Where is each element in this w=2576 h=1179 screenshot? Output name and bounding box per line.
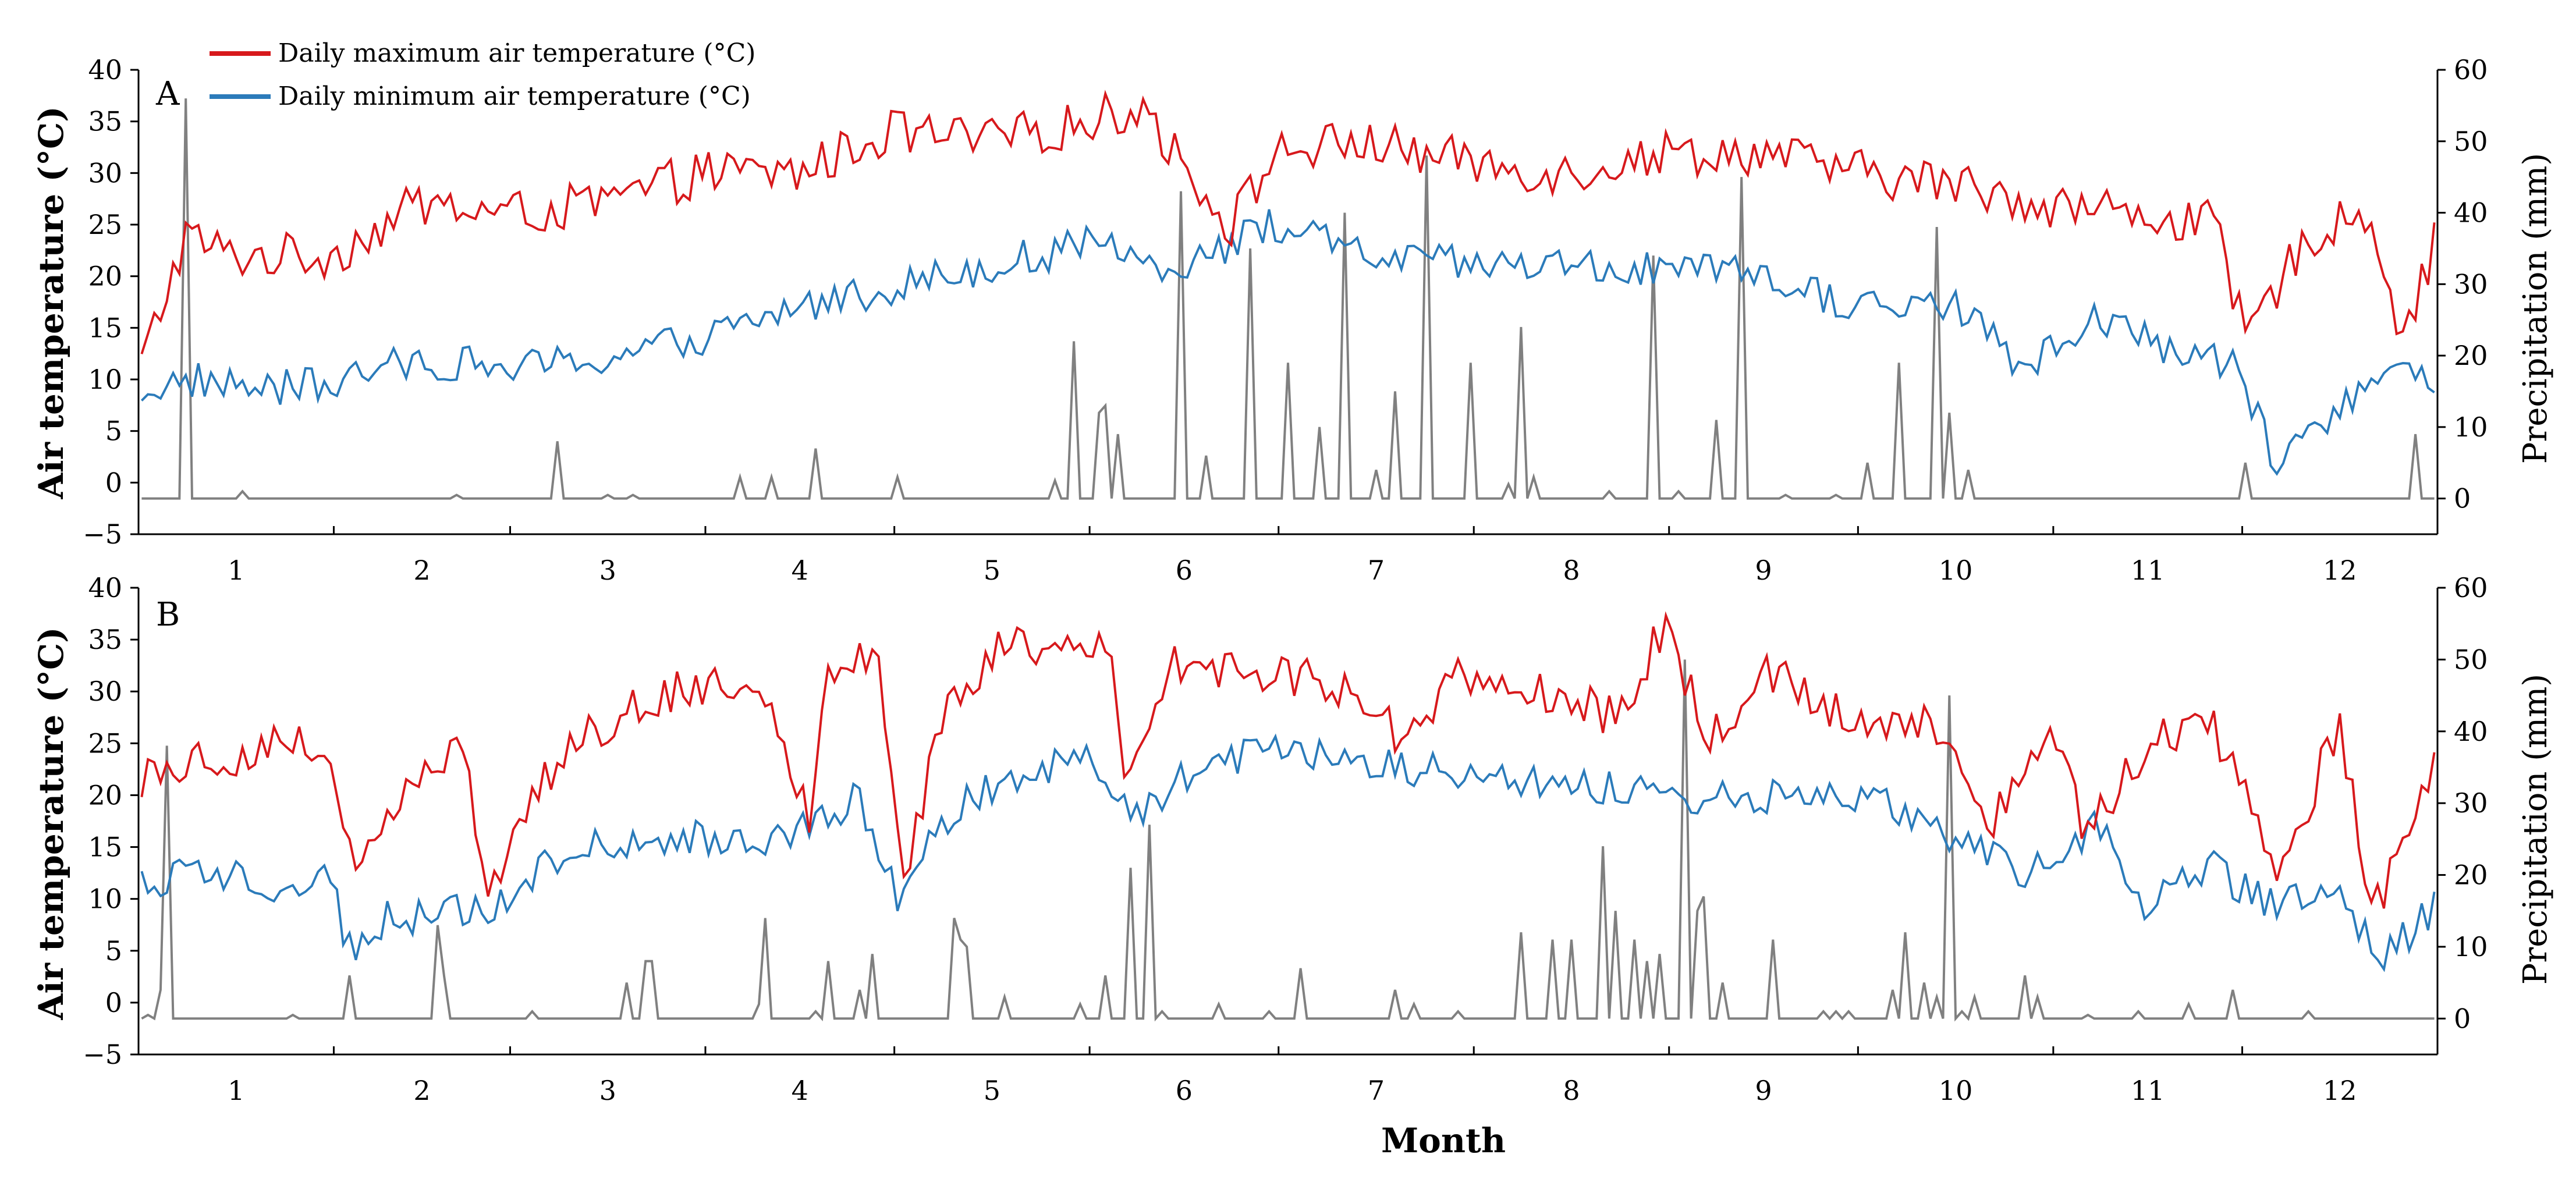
panel-b-month-label: 7 [1368,1075,1385,1106]
panel-b-month-label: 12 [2323,1075,2357,1106]
panel-b-month-label: 4 [792,1075,808,1106]
panel-a-ytick-label: −5 [83,519,122,550]
panel-b-month-label: 10 [1939,1075,1973,1106]
panel-a-ytick-label: 40 [88,54,122,86]
panel-a-y2tick-label: 20 [2454,340,2488,371]
panel-a-month-label: 7 [1368,555,1385,586]
panel-a-y2tick-label: 50 [2454,126,2488,157]
panel-a-month-label: 2 [413,555,430,586]
panel-b-ytick-label: −5 [83,1039,122,1070]
panel-b-ytick-label: 15 [88,832,122,863]
legend-max-label: Daily maximum air temperature (°C) [278,38,755,68]
panel-a: A Air temperature (°C) Precipitation (mm… [31,54,2554,586]
panel-b-month-label: 9 [1755,1075,1772,1106]
panel-b-month-label: 8 [1563,1075,1580,1106]
panel-a-ytick-label: 15 [88,312,122,343]
panel-b-ytick-label: 0 [105,987,122,1018]
panel-a-ytick-label: 0 [105,467,122,498]
panel-b-precip-line [141,659,2435,1022]
panel-b-y2tick-label: 60 [2454,572,2488,603]
panel-b-y2tick-label: 10 [2454,931,2488,963]
panel-a-month-label: 3 [599,555,616,586]
panel-a-y2tick-label: 0 [2454,483,2471,514]
panel-b-month-label: 2 [413,1075,430,1106]
panel-b-y2tick-label: 30 [2454,787,2488,819]
panel-a-y2tick-label: 30 [2454,268,2488,300]
panel-b-month-label: 3 [599,1075,616,1106]
panel-b-ytick-label: 30 [88,676,122,707]
panel-a-tmax-line [140,90,2436,354]
panel-b-month-label: 6 [1176,1075,1193,1106]
panel-a-ytick-label: 25 [88,209,122,240]
x-axis-title: Month [1381,1121,1506,1160]
panel-b: B Air temperature (°C) Precipitation (mm… [31,572,2554,1106]
panel-b-y2tick-label: 50 [2454,644,2488,675]
panel-a-month-label: 8 [1563,555,1580,586]
panel-b-month-label: 5 [984,1075,1000,1106]
panel-a-ylabel: Air temperature (°C) [31,106,71,499]
panel-a-month-label: 12 [2323,555,2357,586]
panel-a-y2tick-label: 60 [2454,54,2488,86]
panel-b-ytick-label: 40 [88,572,122,603]
panel-a-month-label: 1 [228,555,244,586]
panel-a-tmin-line [140,209,2435,476]
panel-a-ytick-label: 20 [88,261,122,292]
panel-a-ytick-label: 30 [88,157,122,189]
panel-b-ytick-label: 25 [88,727,122,759]
panel-a-y2tick-label: 40 [2454,197,2488,229]
panel-a-month-label: 11 [2131,555,2165,586]
panel-b-month-label: 11 [2131,1075,2165,1106]
panel-b-y2label: Precipitation (mm) [2517,674,2554,985]
panel-b-ytick-label: 5 [105,935,122,967]
panel-a-y2tick-label: 10 [2454,411,2488,443]
panel-a-y2label: Precipitation (mm) [2517,153,2554,464]
panel-b-tmin-line [140,733,2436,972]
panel-b-ytick-label: 10 [88,883,122,915]
panel-b-tmax-line [140,611,2436,909]
panel-b-letter: B [156,596,180,634]
panel-b-y2tick-label: 40 [2454,716,2488,747]
panel-b-y2tick-label: 20 [2454,860,2488,891]
legend: Daily maximum air temperature (°C) Daily… [210,38,755,111]
panel-a-ytick-label: 35 [88,106,122,137]
panel-b-ytick-label: 20 [88,779,122,811]
panel-a-letter: A [155,75,180,113]
panel-a-ytick-label: 5 [105,416,122,447]
panel-a-month-label: 10 [1939,555,1973,586]
panel-b-y2tick-label: 0 [2454,1003,2471,1034]
panel-a-ytick-label: 10 [88,364,122,395]
panel-a-month-label: 5 [984,555,1000,586]
panel-a-precip-line [141,98,2435,500]
panel-b-ytick-label: 35 [88,624,122,655]
panel-a-month-label: 9 [1755,555,1772,586]
panel-a-month-label: 6 [1176,555,1193,586]
panel-a-month-label: 4 [792,555,808,586]
legend-min-label: Daily minimum air temperature (°C) [278,81,751,111]
panel-b-month-label: 1 [228,1075,244,1106]
panel-b-ylabel: Air temperature (°C) [31,627,71,1020]
